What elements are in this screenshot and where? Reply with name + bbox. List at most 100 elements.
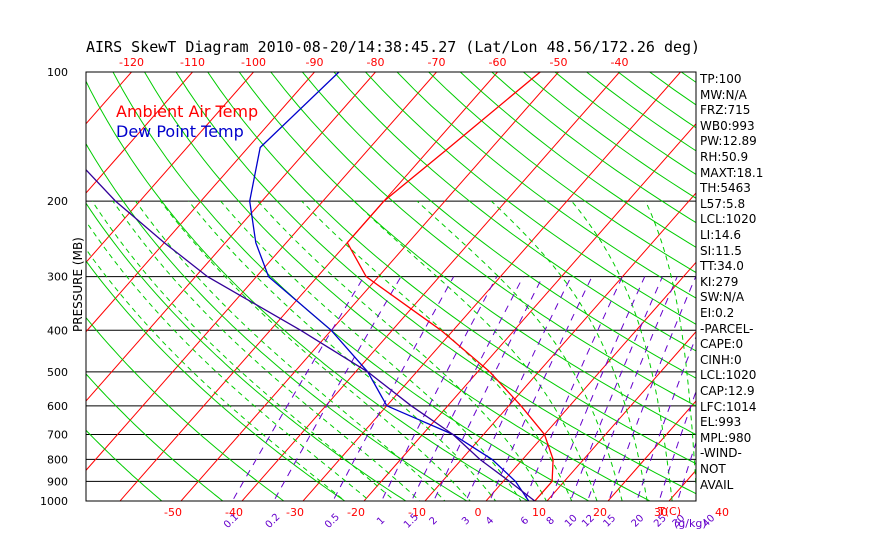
top-tick: -40 xyxy=(611,56,629,69)
moist-adiabat xyxy=(112,200,421,501)
pressure-tick: 900 xyxy=(47,475,68,488)
isotherm-line xyxy=(0,72,10,510)
moist-adiabat xyxy=(301,200,573,501)
mixing-ratio-line xyxy=(523,276,623,501)
dry-adiabat-lines xyxy=(86,72,696,501)
dry-adiabat xyxy=(270,72,696,407)
stat-item: CAPE:0 xyxy=(700,337,744,352)
dry-adiabat xyxy=(238,72,696,436)
top-tick-labels: -120 -110 -100 -90 -80 -70 -60 -50 -40 xyxy=(119,56,628,69)
mixing-ratio-label: 3 xyxy=(460,515,472,527)
stat-item: L57:5.8 xyxy=(700,196,746,211)
mixing-ratio-line xyxy=(411,276,524,501)
y-axis-label: PRESSURE (MB) xyxy=(71,237,85,332)
isotherm-line xyxy=(302,72,681,501)
dry-adiabat xyxy=(302,72,696,379)
stat-item: WB0:993 xyxy=(700,118,755,133)
dry-adiabat xyxy=(86,260,346,501)
dry-adiabat xyxy=(333,72,696,352)
pressure-tick: 600 xyxy=(47,400,68,413)
dry-adiabat xyxy=(523,72,696,199)
stat-item: TH:5463 xyxy=(700,181,751,196)
series-line-0 xyxy=(346,72,554,501)
bottom-tick: 0 xyxy=(475,506,482,519)
pressure-tick: 100 xyxy=(47,66,68,79)
stat-item: -WIND- xyxy=(700,446,742,461)
dry-adiabat xyxy=(144,72,651,501)
mixing-ratio-label: 2 xyxy=(428,515,440,527)
mixing-ratio-line xyxy=(231,276,365,501)
mixing-ratio-line xyxy=(273,276,402,501)
stat-item: LI:14.6 xyxy=(700,228,741,242)
dry-adiabat xyxy=(86,316,285,501)
mixing-ratio-line xyxy=(380,276,498,501)
stat-item: EL:993 xyxy=(700,415,742,430)
moist-adiabat xyxy=(645,200,696,494)
mixing-ratio-line xyxy=(465,276,572,501)
pressure-tick: 200 xyxy=(47,195,68,208)
top-tick: -60 xyxy=(489,56,507,69)
mixing-ratio-lines xyxy=(231,276,696,501)
stat-item: LCL:1020 xyxy=(700,368,757,383)
isotherm-line xyxy=(424,192,696,501)
series-line-2 xyxy=(86,168,536,501)
mixing-ratio-label: 20 xyxy=(630,513,647,530)
dry-adiabat xyxy=(86,80,529,501)
stat-item: -PARCEL- xyxy=(700,321,754,336)
bottom-tick: -10 xyxy=(408,506,426,519)
mixing-ratio-line xyxy=(489,276,593,501)
isotherm-line xyxy=(119,72,498,501)
mixing-ratio-label: 8 xyxy=(545,515,557,527)
mixing-ratio-line xyxy=(433,276,544,501)
stat-item: MPL:980 xyxy=(700,430,752,445)
mixing-ratio-line xyxy=(549,276,646,501)
top-tick: -80 xyxy=(367,56,385,69)
stat-item: EI:0.2 xyxy=(700,306,735,320)
mixing-ratio-unit: (g/kg) xyxy=(674,517,707,530)
moist-adiabat xyxy=(353,200,598,501)
pressure-tick-labels: 100 200 300 400 500 600 700 800 900 1000 xyxy=(40,66,68,508)
stat-item: RH:50.9 xyxy=(700,150,749,164)
chart-title: AIRS SkewT Diagram 2010-08-20/14:38:45.2… xyxy=(86,38,700,56)
isotherm-line xyxy=(241,72,620,501)
dry-adiabat xyxy=(649,72,696,106)
bottom-tick: 10 xyxy=(532,506,546,519)
moist-adiabat xyxy=(571,200,673,501)
dry-adiabat xyxy=(175,72,696,495)
dry-adiabat xyxy=(396,72,696,299)
stat-item: FRZ:715 xyxy=(700,103,751,118)
dry-adiabat xyxy=(86,202,407,501)
dry-adiabat xyxy=(86,373,224,501)
pressure-tick: 300 xyxy=(47,271,68,284)
mixing-ratio-label: 10 xyxy=(563,513,580,530)
moist-adiabat xyxy=(86,248,346,501)
mixing-ratio-label: 4 xyxy=(484,515,496,527)
dry-adiabat xyxy=(86,142,468,501)
stat-item: MAXT:18.1 xyxy=(700,165,764,180)
stat-item: LCL:1020 xyxy=(700,212,757,227)
stat-item: SW:N/A xyxy=(700,290,745,305)
isotherm-line xyxy=(844,72,870,510)
moist-adiabat xyxy=(490,200,648,501)
isotherm-line xyxy=(668,469,696,501)
top-tick: -70 xyxy=(428,56,446,69)
stat-item: TT:34.0 xyxy=(700,259,744,274)
top-tick: -90 xyxy=(306,56,324,69)
isotherm-line xyxy=(86,72,132,125)
isotherm-line xyxy=(86,72,315,333)
t-unit-label: T(C) xyxy=(657,505,681,518)
moist-adiabat xyxy=(220,200,522,501)
sounding-series xyxy=(86,72,554,501)
isobar-lines xyxy=(86,200,696,501)
top-tick: -50 xyxy=(550,56,568,69)
moist-adiabat-lines xyxy=(86,200,696,501)
stat-item: KI:279 xyxy=(700,274,739,289)
pressure-tick: 1000 xyxy=(40,495,68,508)
isotherm-line xyxy=(0,72,71,510)
bottom-tick: 30 xyxy=(654,506,668,519)
moist-adiabat xyxy=(135,200,446,501)
stat-item: AVAIL xyxy=(700,477,734,492)
dry-adiabat xyxy=(112,72,590,501)
pressure-tick: 400 xyxy=(47,324,68,337)
dry-adiabat xyxy=(428,72,696,274)
